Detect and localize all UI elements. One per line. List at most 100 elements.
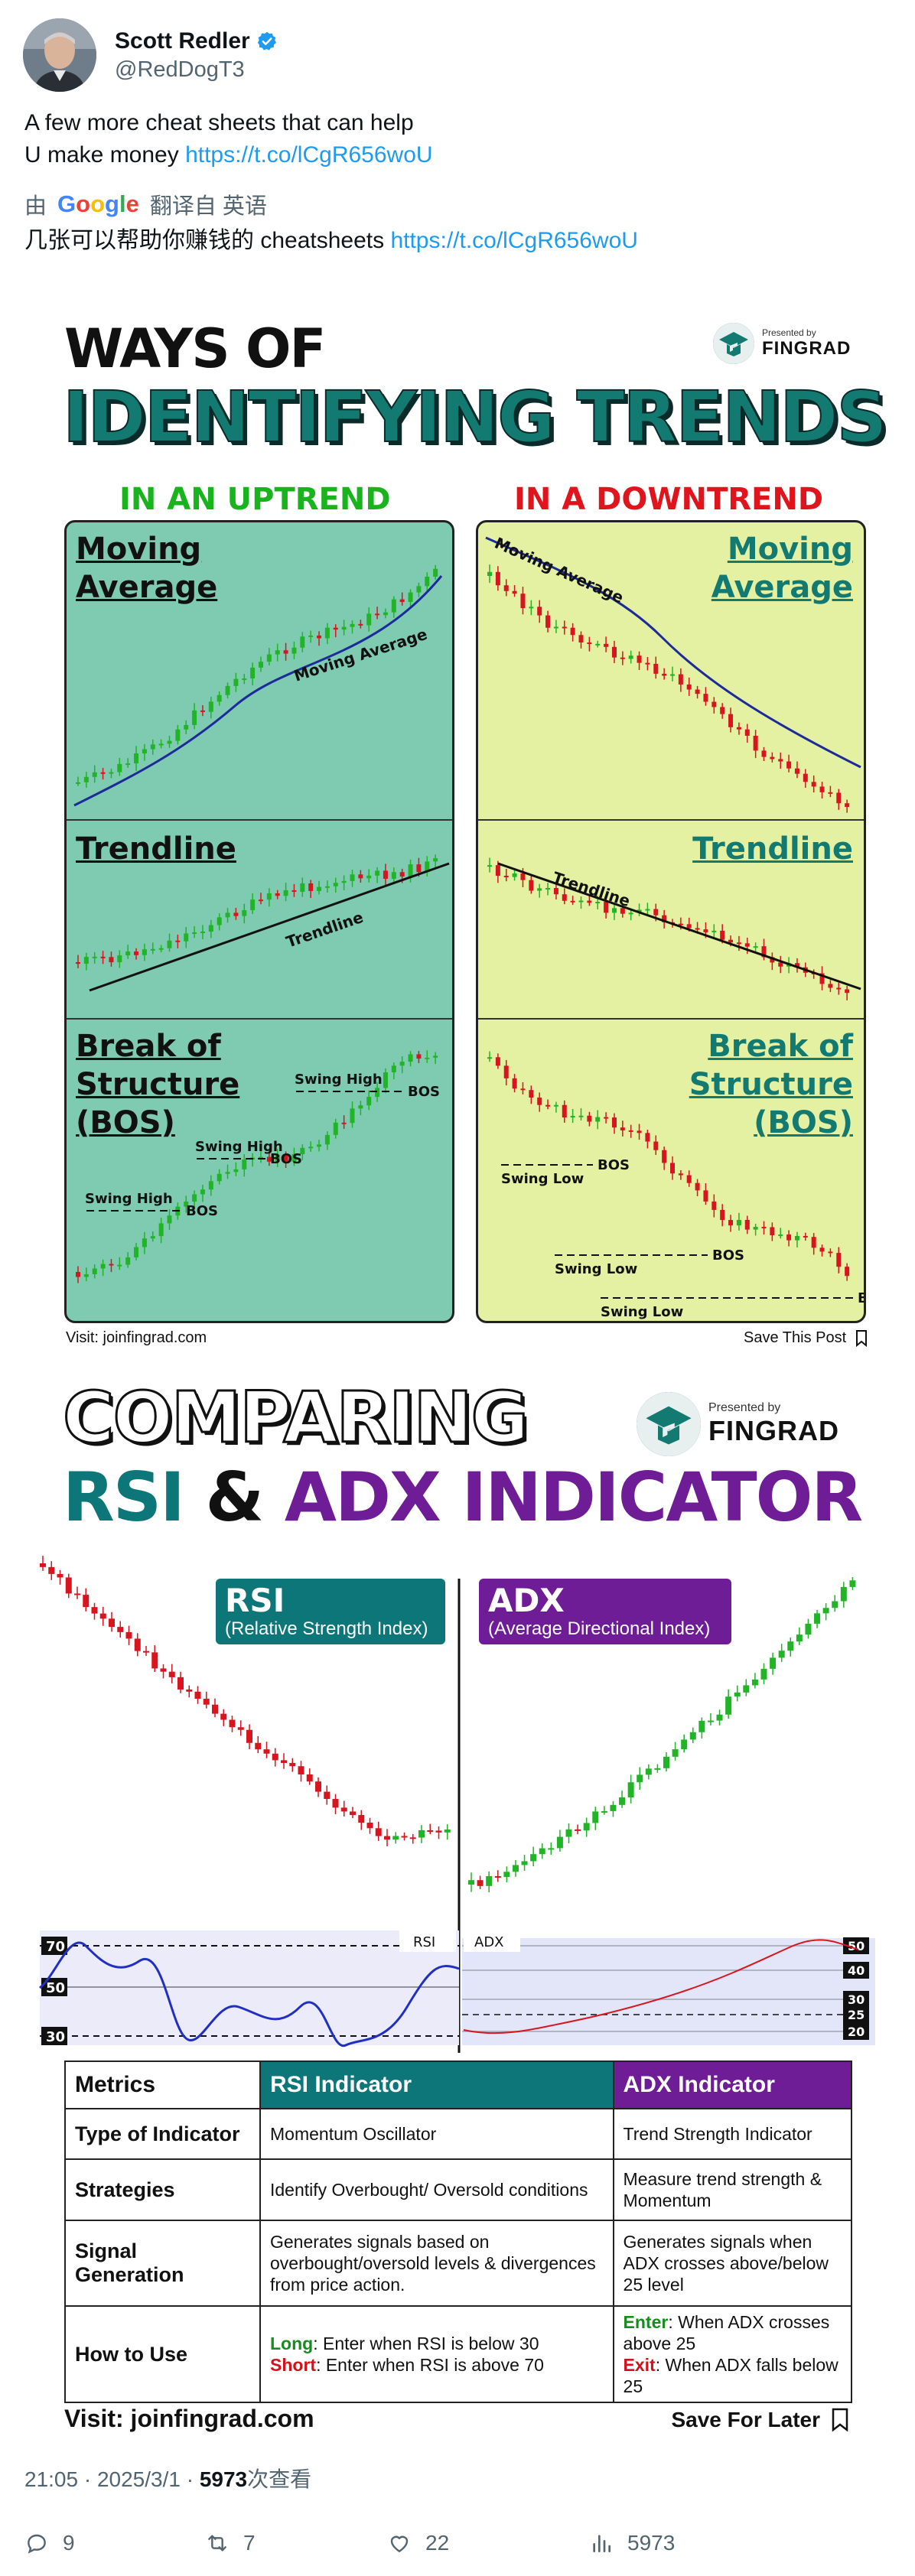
infographic-rsi-adx[interactable]: COMPARING RSI & ADX INDICATOR Presented … [24, 1357, 892, 2443]
repost-count: 7 [243, 2531, 256, 2555]
like-button[interactable]: 22 [387, 2531, 449, 2555]
candle-body [366, 1823, 373, 1829]
candle-body [246, 1729, 252, 1743]
candle-body [703, 694, 708, 702]
candle-body [743, 1685, 750, 1693]
candle-body [91, 1607, 98, 1614]
candle-body [619, 1797, 626, 1805]
candle-body [753, 946, 758, 948]
candle-body [324, 627, 330, 639]
candle-body [836, 1253, 842, 1267]
candle-body [242, 678, 247, 681]
google-logo: Google [57, 190, 139, 217]
candle-body [627, 1782, 634, 1798]
candle-body [828, 792, 833, 794]
table-row: Signal Generation Generates signals base… [64, 2220, 853, 2307]
candle-body [761, 1227, 767, 1229]
candle-body [610, 1804, 617, 1811]
candle-body [384, 1836, 390, 1840]
candle-body [711, 930, 717, 932]
down-ma-title: Moving Average [711, 532, 853, 605]
user-handle[interactable]: @RedDogT3 [115, 57, 245, 82]
tweet-meta: 21:05 · 2025/3/1 · 5973次查看 [24, 2463, 311, 2493]
swing-high-label: Swing High [85, 1191, 173, 1207]
candle-body [76, 962, 80, 964]
candle-body [512, 1078, 517, 1089]
candle-body [562, 626, 567, 629]
translated-link[interactable]: https://t.co/lCgR656woU [390, 228, 638, 253]
candle-body [203, 1699, 210, 1705]
candle-body [250, 899, 256, 910]
views-button[interactable]: 5973 [589, 2531, 675, 2555]
candle-body [845, 1267, 850, 1277]
candle-body [637, 1774, 643, 1783]
candle-body [416, 1054, 422, 1059]
candle-body [74, 1593, 80, 1595]
candle-body [208, 701, 213, 712]
candle-body [725, 1696, 732, 1715]
display-name[interactable]: Scott Redler [115, 28, 250, 54]
candle-body [562, 894, 567, 901]
candle-body [408, 864, 413, 877]
candle-body [728, 939, 734, 943]
tweet-timestamp[interactable]: 21:05 · 2025/3/1 · [24, 2467, 200, 2491]
candle-body [399, 1062, 405, 1066]
candle-body [545, 1104, 551, 1107]
candle-body [645, 1133, 650, 1142]
trendline [497, 862, 861, 990]
candle-body [444, 1829, 451, 1833]
candle-body [803, 773, 808, 782]
views-action-count: 5973 [627, 2531, 676, 2555]
candle-body [689, 1732, 696, 1740]
rsi-level-badge [41, 1937, 67, 1955]
candle-body [217, 694, 222, 702]
candle-body [628, 1130, 633, 1132]
candle-body [48, 1566, 55, 1574]
candle-body [408, 592, 413, 603]
infographic-identifying-trends[interactable]: WAYS OF IDENTIFYING TRENDS Presented by … [24, 292, 892, 1357]
candle-body [250, 667, 256, 679]
candle-body [217, 1173, 222, 1182]
rsi-pill-title: RSI [225, 1582, 285, 1619]
candle-body [786, 1234, 792, 1241]
adx-tag-bg [464, 1930, 520, 1952]
candle-body [143, 1651, 149, 1653]
candle-body [592, 1811, 599, 1823]
candle-body [184, 933, 189, 942]
candle-body [366, 613, 372, 626]
rsi-line [39, 1941, 460, 2047]
candle-body [539, 1848, 545, 1855]
candle-body [208, 1181, 213, 1190]
candle-body [332, 1799, 339, 1808]
candle-body [686, 684, 692, 690]
table-row: Type of Indicator Momentum Oscillator Tr… [64, 2108, 853, 2160]
repost-button[interactable]: 7 [205, 2531, 256, 2555]
candle-body [845, 803, 850, 808]
candle-body [545, 888, 551, 890]
candle-body [601, 1810, 607, 1813]
candle-body [291, 647, 297, 654]
candle-body [778, 1651, 785, 1658]
bookmark-icon [832, 2408, 848, 2432]
candle-body [575, 1829, 581, 1831]
candle-body [686, 924, 692, 929]
candle-body [333, 1122, 338, 1135]
candle-body [595, 643, 601, 646]
candle-body [317, 886, 322, 891]
candle-body [487, 571, 492, 576]
adx-level-badge [843, 2006, 869, 2023]
candle-body [341, 1122, 347, 1124]
adx-level-label: 25 [848, 2008, 865, 2022]
reply-button[interactable]: 9 [24, 2531, 75, 2555]
candle-body [175, 729, 181, 741]
avatar[interactable] [23, 18, 96, 92]
candle-body [358, 1815, 365, 1823]
tweet-link[interactable]: https://t.co/lCgR656woU [185, 142, 433, 168]
tweet-text: A few more cheat sheets that can help U … [24, 107, 889, 171]
adx-area [462, 1938, 875, 2045]
candle-body [761, 750, 767, 757]
candle-body [341, 880, 347, 883]
candle-body [212, 1704, 218, 1714]
candle-body [736, 1220, 741, 1226]
candle-body [83, 957, 89, 964]
